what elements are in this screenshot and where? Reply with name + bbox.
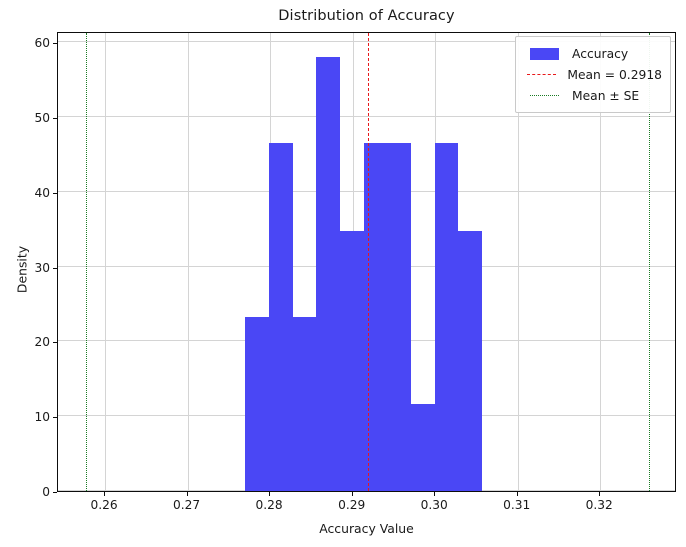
y-axis-tick-label: 0 <box>42 485 50 499</box>
legend-item-label: Mean = 0.2918 <box>567 67 662 82</box>
legend-marker-patch-icon <box>529 47 559 60</box>
x-axis-tick-label: 0.28 <box>255 498 283 512</box>
gridline-vertical <box>105 33 107 491</box>
legend-swatch <box>524 74 559 75</box>
x-axis-tick <box>351 492 353 496</box>
gridline-horizontal <box>58 116 675 118</box>
legend-item-label: Accuracy <box>572 46 629 61</box>
page-title: Distribution of Accuracy <box>278 8 455 24</box>
legend-marker-dotted-line-icon <box>529 95 559 96</box>
histogram-bar <box>245 317 270 491</box>
x-axis-tick-label: 0.29 <box>338 498 366 512</box>
x-axis-tick <box>186 492 188 496</box>
histogram-bar <box>435 143 459 491</box>
y-axis-label: Density <box>14 245 30 294</box>
x-axis-label: Accuracy Value <box>319 521 414 536</box>
gridline-vertical <box>187 33 189 491</box>
histogram-bar <box>340 230 365 491</box>
histogram-bar <box>269 143 294 491</box>
legend-item: Mean = 0.2918 <box>524 64 662 85</box>
y-axis-tick-label: 10 <box>34 410 50 425</box>
y-axis-tick <box>53 43 57 45</box>
x-axis-tick <box>269 492 271 496</box>
legend-item: Mean ± SE <box>524 85 662 106</box>
histogram-bar <box>316 57 341 491</box>
histogram-bar <box>293 317 317 491</box>
x-axis-tick-label: 0.27 <box>172 498 201 512</box>
mean-reference-line <box>367 33 369 491</box>
gridline-horizontal <box>58 41 675 43</box>
y-axis-tick <box>53 342 57 344</box>
y-axis-tick <box>53 417 57 419</box>
legend-swatch <box>524 95 564 96</box>
y-axis-tick-label: 40 <box>34 185 50 200</box>
y-axis-tick-label: 20 <box>34 335 50 350</box>
x-axis-tick <box>104 492 106 496</box>
se-reference-line <box>648 33 650 491</box>
legend-item-label: Mean ± SE <box>572 88 640 103</box>
y-axis-tick <box>53 492 57 493</box>
x-axis-tick <box>434 492 436 496</box>
y-axis-tick <box>53 192 57 194</box>
x-axis-tick-label: 0.26 <box>90 498 118 512</box>
y-axis-tick-label: 50 <box>34 111 50 126</box>
x-axis-tick <box>516 492 518 496</box>
histogram-bar <box>387 143 412 491</box>
y-axis-tick <box>53 118 57 120</box>
chart-legend: Accuracy Mean = 0.2918 Mean ± SE <box>515 36 671 113</box>
y-axis-tick <box>53 267 57 269</box>
histogram-bar <box>364 143 388 491</box>
se-reference-line <box>86 33 88 491</box>
y-axis-tick-label: 60 <box>34 36 50 51</box>
x-axis-tick <box>599 492 601 496</box>
gridline-vertical <box>600 33 602 491</box>
gridline-vertical <box>517 33 519 491</box>
x-axis-tick-label: 0.32 <box>585 498 613 512</box>
y-axis-tick-label: 30 <box>34 260 50 275</box>
legend-marker-dashed-line-icon <box>527 74 557 75</box>
histogram-bar <box>458 230 483 491</box>
legend-item: Accuracy <box>524 43 662 64</box>
x-axis-tick-label: 0.31 <box>503 498 531 512</box>
legend-swatch <box>524 47 564 60</box>
x-axis-tick-label: 0.30 <box>420 498 448 512</box>
histogram-bar <box>411 404 436 491</box>
